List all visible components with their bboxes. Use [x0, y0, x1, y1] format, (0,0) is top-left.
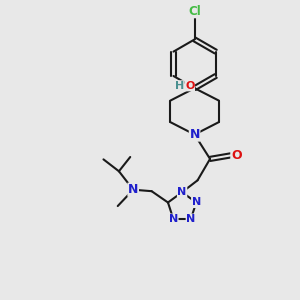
Text: N: N: [189, 128, 200, 141]
Text: N: N: [169, 214, 178, 224]
Text: N: N: [178, 187, 187, 197]
Text: N: N: [128, 183, 138, 196]
Text: N: N: [186, 214, 196, 224]
Text: N: N: [192, 197, 201, 208]
Text: O: O: [185, 81, 194, 91]
Text: O: O: [231, 149, 242, 162]
Text: H: H: [175, 81, 184, 91]
Text: Cl: Cl: [188, 5, 201, 18]
